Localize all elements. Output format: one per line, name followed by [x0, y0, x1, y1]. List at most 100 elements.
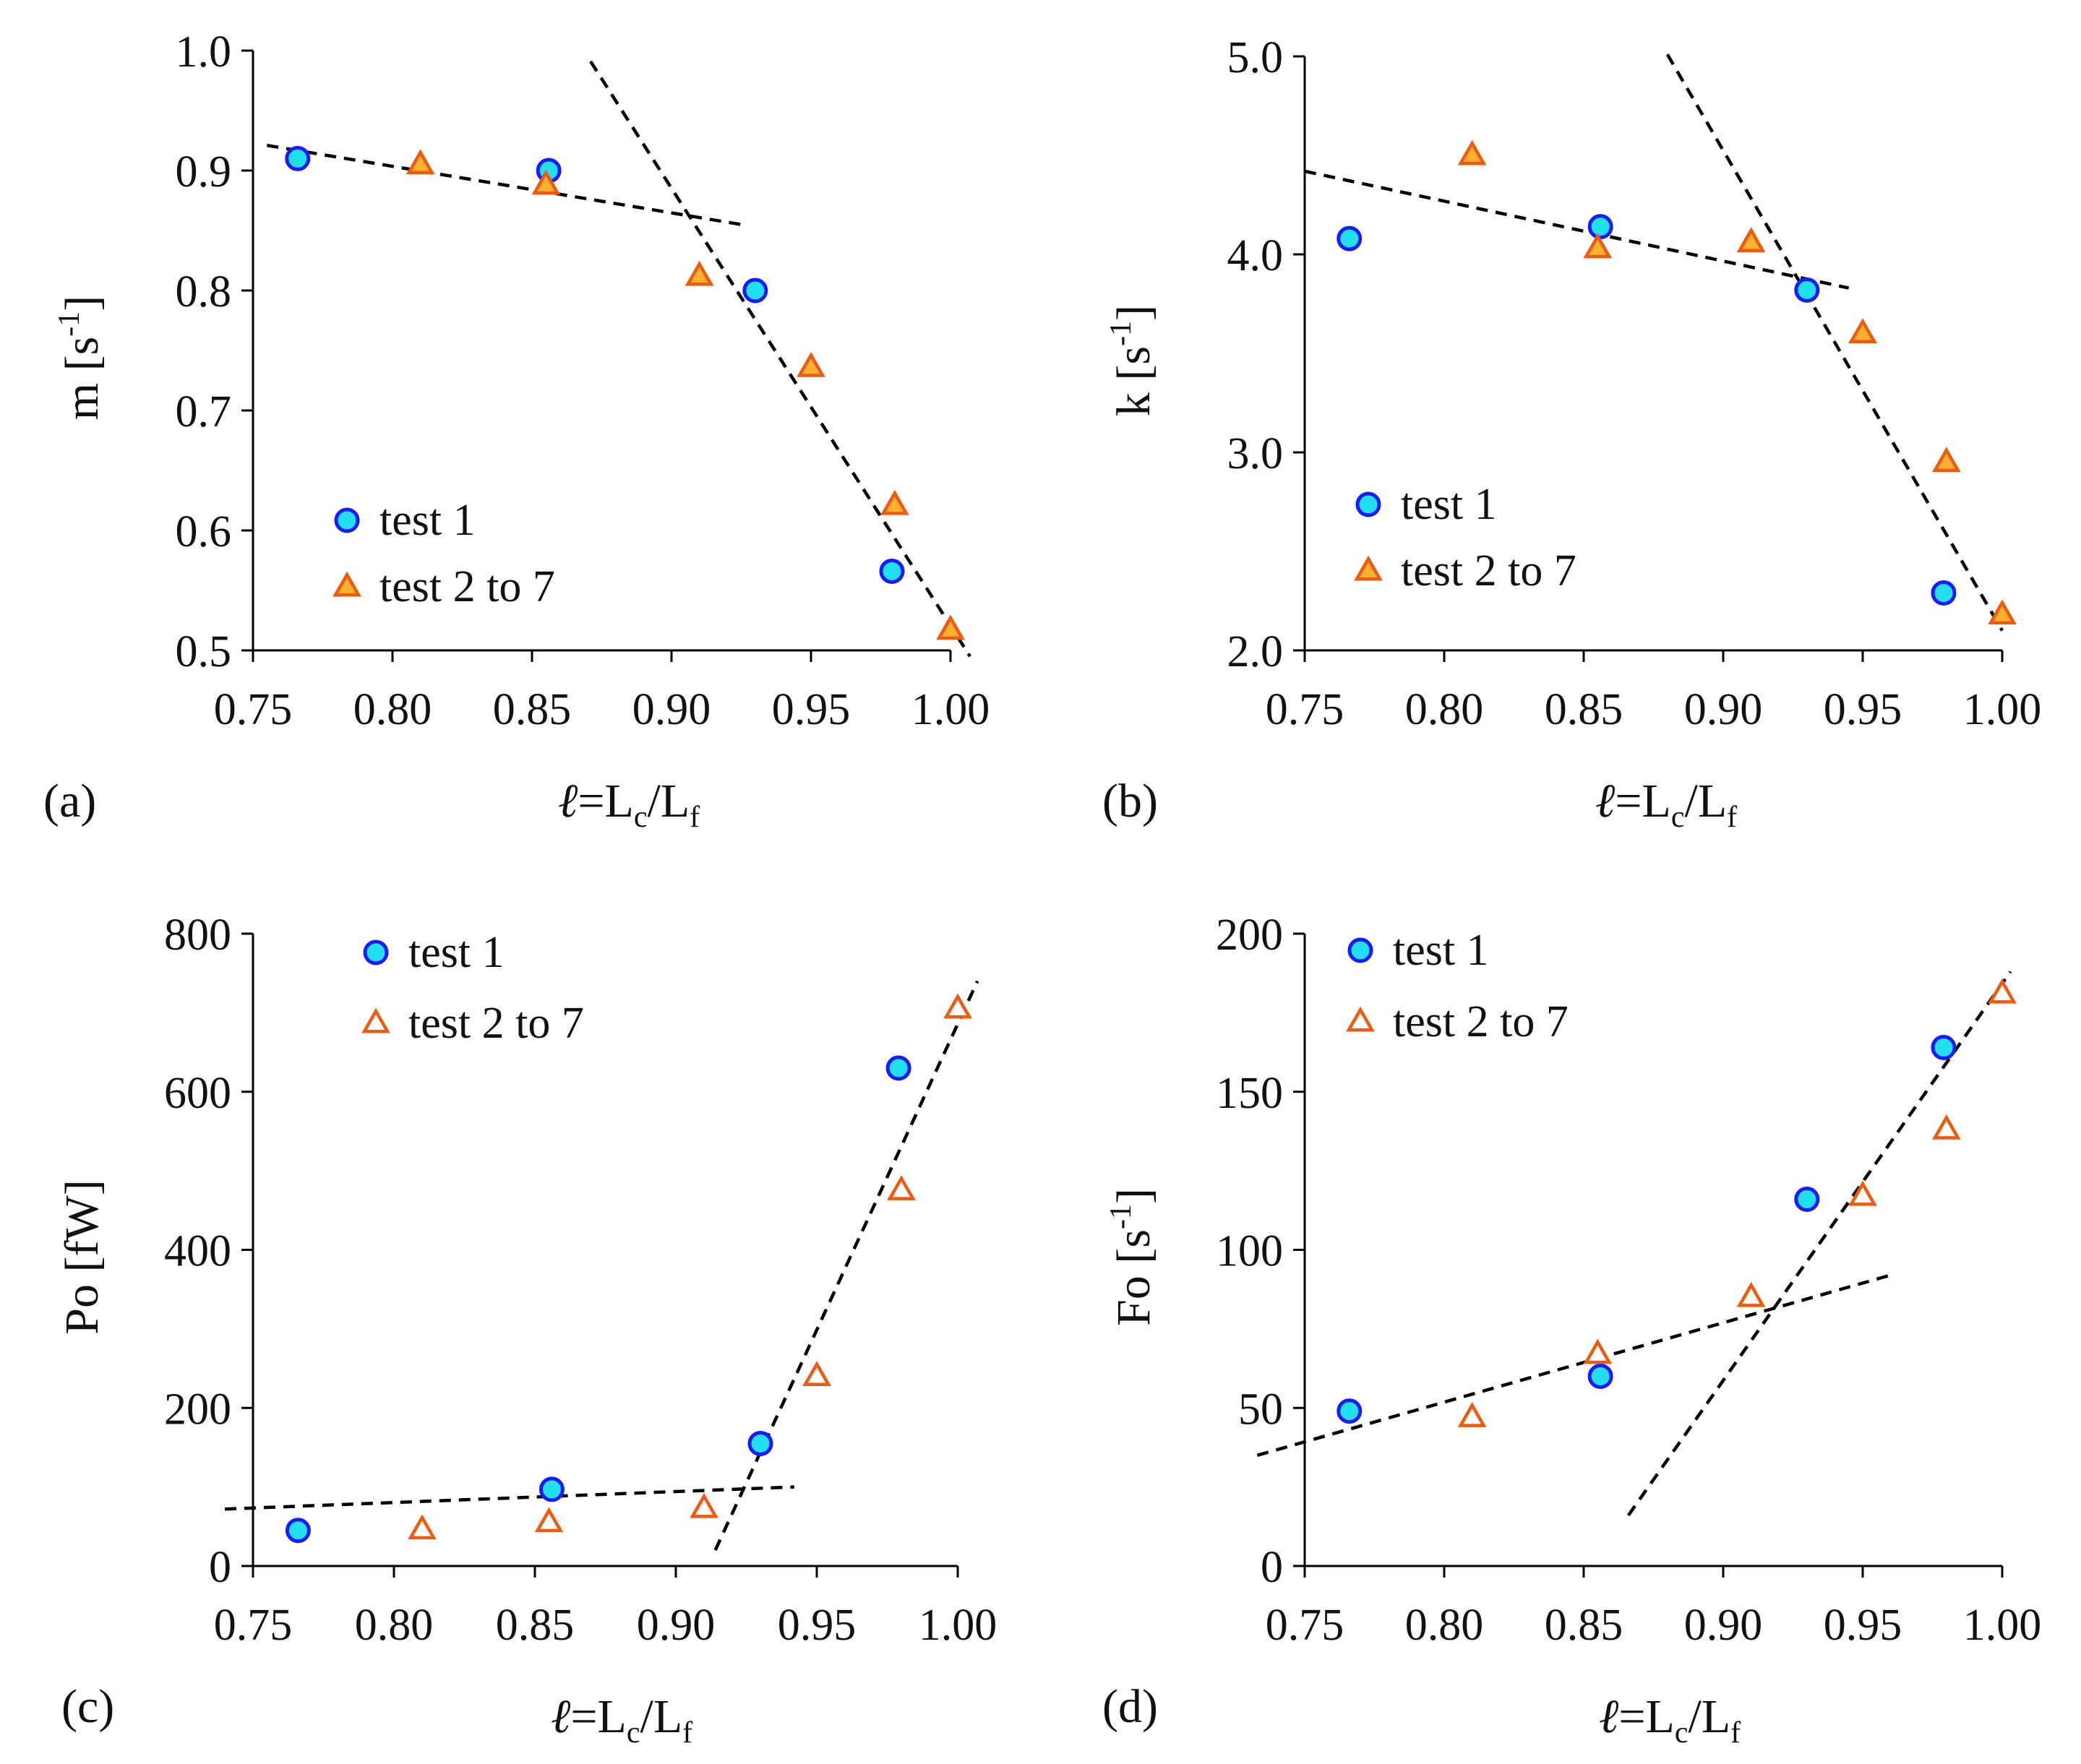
legend-circle-marker [363, 939, 389, 965]
y-tick-label: 0.6 [176, 507, 232, 556]
test2to7-point [685, 260, 714, 286]
x-tick-label: 0.85 [493, 685, 572, 734]
x-tick-label: 0.90 [1684, 1601, 1763, 1650]
test2to7-point [1931, 447, 1961, 473]
x-axis-label: ℓ=Lc/Lf [1599, 1690, 1741, 1750]
test2to7-point [1848, 318, 1877, 344]
x-tick-label: 0.80 [1405, 685, 1484, 734]
y-tick-label: 0.9 [176, 147, 232, 197]
y-tick-label: 800 [164, 911, 231, 960]
x-tick-label: 0.95 [772, 685, 851, 734]
y-tick-label: 150 [1216, 1069, 1283, 1118]
y-tick-label: 0 [209, 1543, 231, 1592]
x-tick-label: 1.00 [1963, 685, 2042, 734]
test1-point [1587, 1364, 1613, 1389]
test2to7-point [1988, 599, 2017, 625]
x-tick-label: 1.00 [1963, 1601, 2042, 1650]
panel-label: (a) [43, 775, 96, 827]
test1-point [742, 277, 768, 304]
legend-label: test 1 [408, 928, 505, 977]
test1-point [1794, 277, 1820, 303]
test1-point [1794, 1187, 1820, 1212]
test1-point [539, 1476, 565, 1502]
test2to7-point [936, 614, 965, 640]
legend-label: test 2 to 7 [408, 999, 584, 1048]
legend-label: test 1 [1393, 926, 1489, 975]
legend-triangle-marker [361, 1007, 390, 1033]
test2to7-point [534, 1507, 564, 1533]
fit-line [1256, 1273, 1892, 1458]
panel-d: 0.75 0.80 0.85 0.90 0.95 1.00 0 50 100 150 200 test… [1102, 911, 2041, 1750]
y-tick-label: 3.0 [1227, 429, 1284, 478]
legend-circle-marker [1355, 491, 1381, 517]
x-axis-label: ℓ=Lc/Lf [551, 1690, 692, 1750]
x-tick-label: 0.75 [1266, 685, 1344, 734]
legend-triangle-marker [1346, 1006, 1375, 1032]
x-tick-label: 0.95 [778, 1601, 857, 1650]
test2to7-point [1457, 1402, 1487, 1427]
panel-label: (c) [61, 1680, 114, 1733]
x-tick-label: 0.80 [1405, 1601, 1484, 1650]
y-tick-label: 200 [164, 1385, 231, 1434]
legend-label: test 2 to 7 [1393, 997, 1569, 1046]
x-tick-label: 1.00 [911, 685, 990, 734]
panel-b: 0.75 0.80 0.85 0.90 0.95 1.00 2.0 3.0 4.0 5.0 test… [1102, 33, 2041, 834]
test2to7-point [406, 149, 435, 175]
test2to7-point [1931, 1114, 1961, 1140]
y-tick-label: 600 [164, 1069, 231, 1118]
legend-label: test 2 to 7 [379, 562, 555, 611]
panel-label: (b) [1102, 775, 1158, 827]
x-tick-label: 0.90 [637, 1601, 716, 1650]
fit-line [1665, 53, 2004, 632]
test2to7-point [408, 1514, 437, 1540]
x-tick-label: 0.75 [1266, 1601, 1344, 1650]
y-axis-label: k [s-1] [1104, 305, 1160, 416]
y-tick-label: 4.0 [1227, 231, 1284, 280]
test1-point [1587, 214, 1613, 240]
test2to7-point [690, 1492, 718, 1518]
x-tick-label: 0.85 [1545, 1601, 1623, 1650]
x-tick-label: 0.95 [1824, 1601, 1902, 1650]
test2to7-point [802, 1361, 831, 1386]
legend-triangle-marker [1354, 555, 1383, 581]
test2to7-point [1848, 1180, 1877, 1206]
test2to7-point [1736, 1281, 1766, 1307]
test2to7-point [1988, 978, 2017, 1004]
test2to7-point [1736, 227, 1766, 253]
y-tick-label: 2.0 [1227, 627, 1284, 676]
y-tick-label: 5.0 [1227, 33, 1284, 82]
y-tick-label: 400 [164, 1227, 231, 1276]
x-tick-label: 0.85 [496, 1601, 575, 1650]
y-tick-label: 0.5 [176, 627, 232, 676]
test1-point [879, 558, 905, 584]
x-tick-label: 0.85 [1545, 685, 1623, 734]
fit-line [266, 143, 742, 226]
test1-point [1336, 1398, 1363, 1424]
x-axis-label: ℓ=Lc/Lf [558, 775, 700, 834]
x-axis-label: ℓ=Lc/Lf [1595, 775, 1737, 834]
y-tick-label: 50 [1238, 1385, 1283, 1434]
x-tick-label: 0.80 [353, 685, 432, 734]
y-tick-label: 0.8 [176, 267, 232, 317]
y-axis-label: m [s-1] [53, 296, 108, 420]
test2to7-point [797, 351, 825, 377]
y-tick-label: 200 [1216, 911, 1283, 960]
test2to7-point [887, 1175, 916, 1200]
x-tick-label: 0.90 [1684, 685, 1763, 734]
test1-point [285, 1518, 311, 1544]
x-tick-label: 1.00 [919, 1601, 997, 1650]
test1-point [1336, 225, 1363, 251]
test1-point [885, 1055, 911, 1081]
test2to7-point [1457, 139, 1487, 165]
x-tick-label: 0.75 [214, 685, 293, 734]
test2to7-point [531, 169, 561, 195]
fit-line [589, 60, 971, 658]
y-tick-label: 100 [1216, 1227, 1283, 1276]
legend-circle-marker [1347, 937, 1373, 963]
test1-point [1931, 1035, 1957, 1060]
test2to7-point [943, 993, 972, 1019]
y-tick-label: 0.7 [176, 387, 232, 436]
test2to7-point [1583, 233, 1613, 259]
